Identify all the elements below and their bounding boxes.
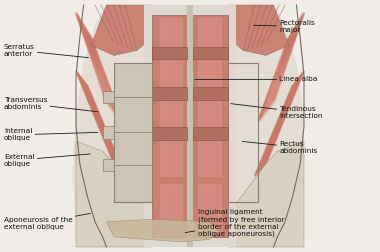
- Polygon shape: [103, 91, 114, 103]
- Polygon shape: [72, 5, 304, 247]
- Text: Rectus
abdominis: Rectus abdominis: [242, 141, 318, 154]
- Polygon shape: [193, 87, 228, 100]
- Text: Pectoralis
major: Pectoralis major: [253, 20, 315, 33]
- Text: Inguinal ligament
(formed by free interior
border of the external
oblique aponeu: Inguinal ligament (formed by free interi…: [185, 209, 284, 237]
- Polygon shape: [152, 87, 187, 100]
- Text: Aponeurosis of the
external oblique: Aponeurosis of the external oblique: [4, 213, 90, 230]
- Polygon shape: [228, 5, 289, 55]
- Polygon shape: [76, 141, 152, 247]
- Polygon shape: [193, 127, 228, 140]
- Text: Serratus
anterior: Serratus anterior: [4, 44, 89, 58]
- Polygon shape: [187, 5, 193, 247]
- Polygon shape: [106, 219, 220, 242]
- Polygon shape: [152, 15, 188, 237]
- Polygon shape: [193, 47, 228, 59]
- Polygon shape: [91, 5, 152, 55]
- Polygon shape: [152, 127, 187, 140]
- Text: External
oblique: External oblique: [4, 153, 90, 167]
- Polygon shape: [228, 141, 304, 247]
- Polygon shape: [103, 126, 114, 139]
- Text: Linea alba: Linea alba: [195, 76, 318, 82]
- Polygon shape: [114, 63, 152, 202]
- Polygon shape: [152, 47, 187, 59]
- Text: Tendinous
intersection: Tendinous intersection: [231, 104, 323, 119]
- Polygon shape: [103, 159, 114, 171]
- Polygon shape: [192, 15, 228, 237]
- Text: Transversus
abdominis: Transversus abdominis: [4, 97, 98, 112]
- Polygon shape: [144, 5, 236, 247]
- Text: Internal
oblique: Internal oblique: [4, 128, 98, 141]
